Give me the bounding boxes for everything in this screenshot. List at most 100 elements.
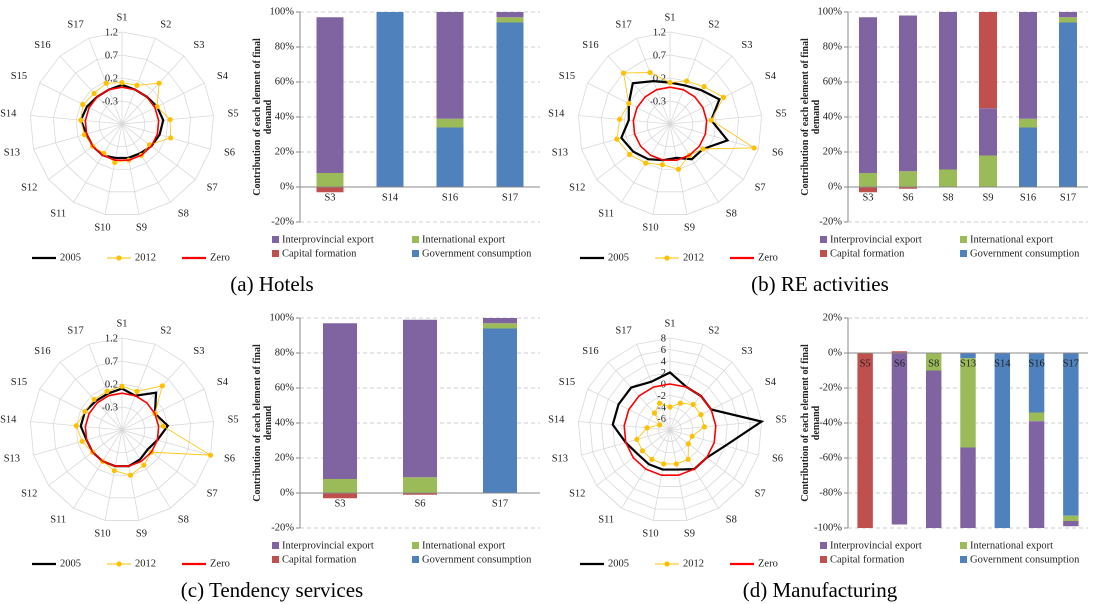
legend-label: International export — [422, 540, 505, 551]
bar-segment — [436, 118, 464, 128]
bar-segment — [994, 353, 1010, 528]
grid-ring — [52, 360, 192, 499]
category-label: S8 — [726, 515, 737, 526]
spoke — [652, 123, 671, 215]
legend-swatch — [412, 556, 419, 563]
r-tick-label: 1.2 — [653, 27, 666, 38]
x-tick-label: S3 — [862, 192, 873, 203]
bar-segment — [1059, 12, 1077, 18]
y-tick-label: 0% — [280, 181, 294, 192]
point — [127, 472, 134, 478]
bar-segment — [316, 17, 344, 173]
point — [168, 135, 174, 141]
x-tick-label: S16 — [1028, 358, 1044, 369]
spoke — [121, 123, 196, 180]
point — [103, 80, 109, 86]
y-tick-label: -20% — [271, 522, 294, 533]
bar-segment — [1063, 521, 1079, 527]
category-label: S14 — [548, 109, 565, 120]
category-label: S5 — [228, 109, 239, 120]
x-tick-label: S16 — [1020, 192, 1036, 203]
legend-label: 2005 — [60, 558, 81, 569]
spoke — [39, 388, 123, 431]
bar-segment — [436, 12, 464, 119]
r-tick-label: -0.3 — [101, 402, 118, 413]
point — [614, 136, 620, 142]
spoke — [581, 123, 671, 150]
category-label: S16 — [582, 40, 598, 51]
r-tick-label: 4 — [661, 356, 667, 367]
x-tick-label: S3 — [334, 498, 345, 509]
legend-label: 2012 — [683, 558, 704, 569]
category-label: S3 — [741, 346, 752, 357]
legend-label: 2005 — [608, 252, 629, 263]
legend-label: Interprovincial export — [282, 234, 374, 245]
grid-ring — [98, 100, 146, 148]
bar-segment — [483, 328, 517, 493]
bar-segment — [939, 169, 957, 187]
spoke — [59, 361, 123, 431]
x-tick-label: S14 — [382, 192, 399, 203]
legend-label: Interprovincial export — [830, 540, 922, 551]
spoke — [121, 388, 205, 431]
bar-segment — [979, 155, 997, 187]
series-line — [623, 383, 717, 477]
category-label: S3 — [193, 40, 204, 51]
point — [134, 388, 140, 394]
series-line — [616, 72, 756, 170]
point — [685, 441, 691, 447]
r-tick-label: 0.7 — [105, 356, 118, 367]
point — [620, 70, 627, 76]
point — [80, 101, 86, 108]
legend-label: Zero — [210, 558, 230, 569]
spoke — [33, 429, 123, 456]
spoke — [121, 82, 205, 125]
legend-label: Interprovincial export — [282, 540, 374, 551]
point — [626, 100, 632, 107]
bar-segment — [960, 353, 976, 359]
x-tick-label: S14 — [994, 358, 1011, 369]
point — [657, 400, 663, 406]
category-label: S17 — [67, 20, 83, 31]
bar-segment — [891, 353, 908, 525]
point — [661, 461, 667, 467]
caption: (d) Manufacturing — [743, 578, 898, 602]
r-tick-label: 2 — [661, 368, 666, 379]
y-axis-title: Contribution of each element of final de… — [800, 38, 822, 196]
category-label: S2 — [708, 326, 719, 337]
spoke — [88, 344, 123, 431]
y-tick-label: 100% — [270, 312, 295, 323]
category-label: S6 — [224, 147, 235, 158]
point — [667, 80, 673, 86]
legend-swatch — [272, 250, 279, 257]
grid-ring — [29, 337, 215, 521]
category-label: S10 — [642, 529, 658, 540]
category-label: S11 — [50, 515, 66, 526]
point — [701, 84, 707, 90]
category-label: S4 — [765, 377, 777, 388]
legend-marker — [664, 561, 670, 567]
point — [79, 438, 85, 444]
legend-swatch — [960, 236, 967, 243]
y-tick-label: 40% — [275, 417, 295, 428]
spoke — [121, 38, 156, 125]
category-label: S3 — [741, 40, 752, 51]
y-tick-label: -60% — [819, 452, 842, 463]
y-tick-label: 60% — [275, 76, 295, 87]
category-label: S6 — [772, 147, 783, 158]
r-tick-label: -6 — [657, 414, 666, 425]
spoke — [121, 55, 185, 125]
category-label: S2 — [708, 20, 719, 31]
grid-ring — [589, 349, 751, 510]
category-label: S12 — [569, 182, 585, 193]
spoke — [669, 82, 753, 125]
point — [111, 468, 117, 474]
grid-ring — [646, 100, 694, 148]
category-label: S8 — [178, 515, 189, 526]
category-label: S1 — [116, 318, 127, 329]
point — [112, 159, 118, 166]
spoke — [48, 123, 123, 180]
category-label: S16 — [34, 40, 50, 51]
